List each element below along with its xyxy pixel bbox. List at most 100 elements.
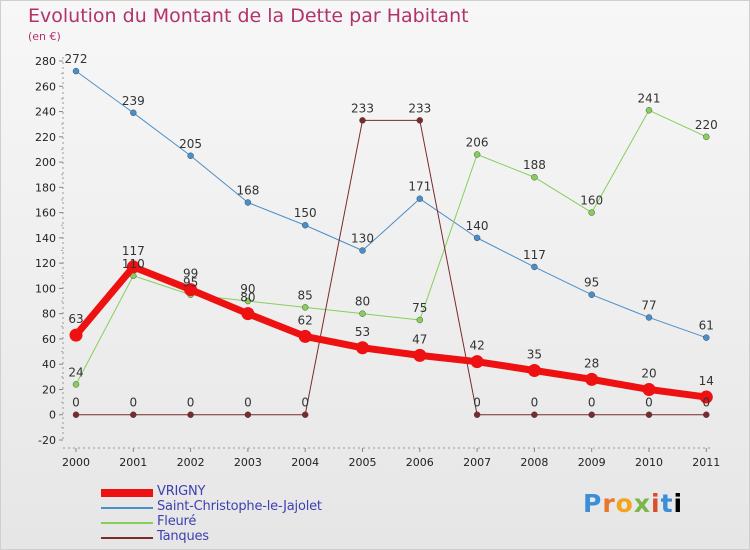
data-label-vrigny: 28 [584,356,599,370]
data-point-fleur- [703,133,710,141]
data-point-saint-christophe-le-jajolet [359,247,366,254]
data-point-saint-christophe-le-jajolet [703,334,710,341]
data-label-tanques: 0 [129,396,137,410]
data-label-tanques: 233 [408,101,431,115]
data-label-saint-christophe-le-jajolet: 95 [584,276,599,290]
series-line-saint-christophe-le-jajolet [75,70,707,339]
x-tick-label: 2011 [692,456,720,469]
data-label-saint-christophe-le-jajolet: 239 [122,94,145,108]
data-label-vrigny: 35 [527,348,542,362]
x-tick-label: 2002 [177,456,205,469]
data-label-fleur-: 80 [355,295,370,309]
data-label-vrigny: 99 [183,267,198,281]
data-point-vrigny [585,372,599,386]
data-point-fleur- [531,174,538,181]
data-point-fleur- [302,304,309,311]
data-label-fleur-: 75 [412,301,427,315]
data-label-fleur-: 95 [183,276,198,290]
y-tick-label: 200 [35,156,56,169]
data-label-tanques: 0 [473,396,481,410]
data-point-saint-christophe-le-jajolet [302,222,309,229]
x-tick-label: 2007 [463,456,491,469]
data-label-vrigny: 42 [469,339,484,353]
data-point-vrigny [413,348,427,362]
data-label-saint-christophe-le-jajolet: 117 [523,248,546,262]
data-point-saint-christophe-le-jajolet [645,314,653,321]
data-label-fleur-: 160 [580,194,603,208]
legend-swatch [101,537,153,539]
data-labels: 2722392051681501301711401179577612411095… [65,52,718,410]
data-label-tanques: 0 [645,396,653,410]
data-point-saint-christophe-le-jajolet [588,291,595,298]
data-point-tanques [703,411,710,418]
data-label-tanques: 233 [351,101,374,115]
data-label-saint-christophe-le-jajolet: 130 [351,232,374,246]
data-label-saint-christophe-le-jajolet: 168 [236,183,259,197]
legend-swatch [101,489,153,497]
data-point-saint-christophe-le-jajolet [416,195,423,202]
data-label-tanques: 0 [301,396,309,410]
data-point-tanques [187,411,194,418]
data-point-tanques [72,411,80,418]
series-line-fleur- [75,109,707,385]
chart-unit-label: (en €) [28,30,61,43]
x-tick-label: 2000 [62,456,90,469]
data-label-vrigny: 117 [122,244,145,258]
data-label-vrigny: 14 [699,374,714,388]
data-label-saint-christophe-le-jajolet: 140 [466,219,489,233]
data-point-tanques [473,411,481,418]
data-point-tanques [359,117,366,124]
data-label-vrigny: 80 [240,291,255,305]
data-label-saint-christophe-le-jajolet: 61 [699,319,714,333]
y-tick-label: 20 [42,383,56,396]
data-label-tanques: 0 [588,396,596,410]
x-tick-label: 2008 [520,456,548,469]
data-point-fleur- [588,209,595,216]
y-tick-label: 120 [35,257,56,270]
x-tick-label: 2010 [635,456,663,469]
data-label-fleur-: 220 [695,118,718,132]
data-point-fleur- [244,297,252,305]
data-label-vrigny: 62 [298,313,313,327]
data-point-vrigny [241,307,255,321]
data-point-fleur- [645,107,653,114]
y-tick-label: 240 [35,106,56,119]
y-tick-label: 80 [42,308,56,321]
data-point-vrigny [642,382,656,396]
data-point-saint-christophe-le-jajolet [130,109,137,116]
data-point-saint-christophe-le-jajolet [473,234,481,242]
y-tick-label: 260 [35,80,56,93]
series-lines [69,67,713,418]
data-label-fleur-: 206 [466,135,489,149]
data-label-tanques: 0 [72,396,80,410]
legend-swatch [101,507,153,509]
data-label-tanques: 0 [702,396,710,410]
y-tick-label: 60 [42,333,56,346]
data-label-vrigny: 47 [412,332,427,346]
legend-label: Saint-Christophe-le-Jajolet [157,499,322,514]
data-point-fleur- [416,316,423,324]
data-label-tanques: 0 [187,396,195,410]
data-point-tanques [588,411,595,418]
data-label-fleur-: 90 [240,282,255,296]
legend-label: Fleuré [157,514,197,529]
data-point-saint-christophe-le-jajolet [531,263,538,271]
data-point-vrigny [527,364,541,378]
series-line-vrigny [72,263,710,401]
data-label-vrigny: 20 [641,366,656,380]
x-tick-label: 2009 [578,456,606,469]
data-point-saint-christophe-le-jajolet [244,199,252,206]
data-point-saint-christophe-le-jajolet [72,67,80,75]
chart-title: Evolution du Montant de la Dette par Hab… [28,5,469,27]
x-tick-label: 2006 [406,456,434,469]
data-point-vrigny [298,329,312,343]
data-point-vrigny [699,390,713,404]
data-label-saint-christophe-le-jajolet: 150 [294,206,317,220]
data-point-fleur- [473,151,481,158]
data-point-fleur- [72,381,80,388]
data-label-saint-christophe-le-jajolet: 272 [65,52,88,66]
legend-swatch [101,522,153,524]
data-point-tanques [645,411,653,418]
x-tick-label: 2001 [119,456,147,469]
